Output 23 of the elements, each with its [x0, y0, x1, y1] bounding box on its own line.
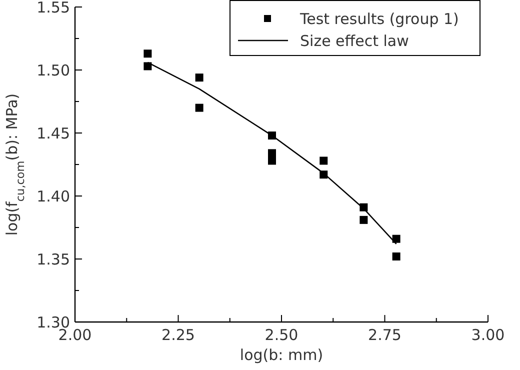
point	[360, 216, 368, 224]
x-tick-label: 2.25	[162, 326, 195, 344]
point	[268, 156, 276, 165]
x-tick-label: 2.00	[58, 326, 92, 344]
y-tick-label: 1.40	[36, 187, 70, 206]
point	[195, 104, 204, 112]
x-tick-label: 3.00	[471, 326, 505, 344]
legend-label: Size effect law	[300, 32, 409, 50]
point	[268, 149, 276, 158]
y-tick-label: 1.35	[36, 250, 70, 268]
point	[144, 50, 152, 58]
x-tick-label: 2.75	[368, 326, 402, 344]
y-tick-label: 1.45	[36, 124, 70, 142]
point	[195, 74, 204, 82]
y-tick-label: 1.50	[36, 61, 70, 80]
y-tick-label: 1.55	[36, 0, 70, 16]
point	[320, 156, 328, 165]
legend-label: Test results (group 1)	[299, 10, 459, 28]
point	[392, 252, 400, 260]
point	[392, 234, 400, 243]
point	[144, 62, 152, 70]
x-tick-label: 2.50	[264, 326, 298, 344]
x-axis-title: log(b: mm)	[240, 346, 324, 364]
